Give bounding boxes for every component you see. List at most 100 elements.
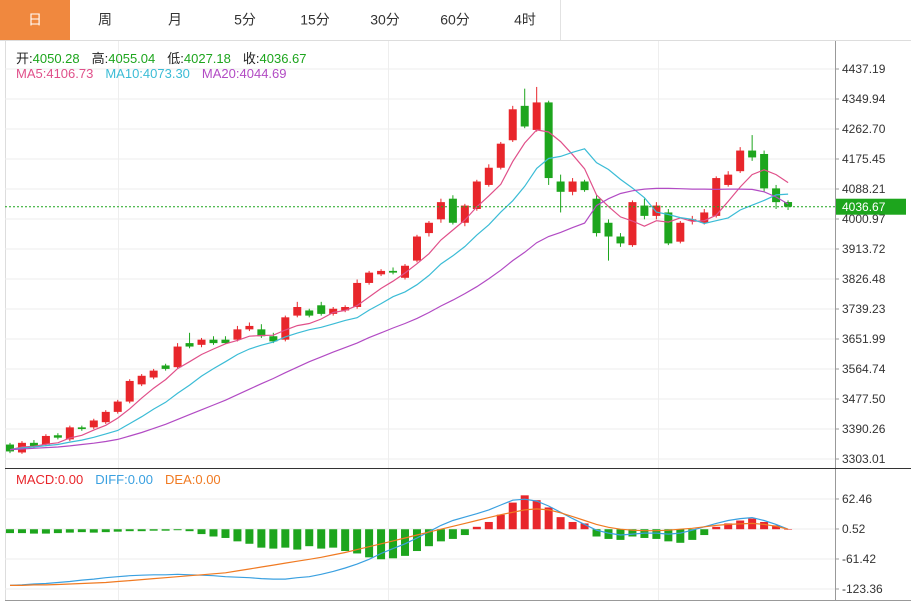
legend-value: 0.00 <box>57 472 84 487</box>
candle-body <box>580 181 589 191</box>
legend-name: DIFF: <box>95 472 128 487</box>
macd-bar <box>544 507 553 530</box>
candle-body <box>185 343 194 347</box>
tab-label[interactable]: 周 <box>98 12 112 28</box>
macd-bar <box>245 529 254 544</box>
tab[interactable] <box>210 0 280 40</box>
candle-body <box>101 411 110 423</box>
macd-bar <box>89 529 98 533</box>
macd-bar <box>580 523 589 530</box>
macd-bar <box>161 529 170 531</box>
y-tick-label: 4000.97 <box>842 212 886 226</box>
candle-body <box>460 205 469 223</box>
candle-body <box>317 305 326 314</box>
tab-label[interactable]: 日 <box>28 12 42 28</box>
candle-body <box>197 339 206 345</box>
macd-bar <box>460 529 469 536</box>
y-tick-label: 3651.99 <box>842 332 886 346</box>
y-tick-label: -61.42 <box>842 552 876 566</box>
macd-bar <box>65 529 74 533</box>
candle-body <box>137 375 146 385</box>
tab[interactable] <box>70 0 140 40</box>
candle-body <box>173 346 182 368</box>
y-tick-label: 3303.01 <box>842 452 886 466</box>
macd-bar <box>496 514 505 530</box>
macd-bar <box>508 502 517 530</box>
macd-line <box>9 498 789 586</box>
tab[interactable] <box>420 0 490 40</box>
macd-bar <box>149 529 158 531</box>
ohlc-key: 低: <box>167 51 184 66</box>
candle-body <box>269 336 278 342</box>
legend-value: 0.00 <box>195 472 221 487</box>
tab[interactable] <box>0 0 70 40</box>
last-price-label: 4036.67 <box>842 200 886 214</box>
ohlc-key: 收: <box>242 51 260 66</box>
candle-body <box>209 339 218 344</box>
candle-body <box>472 181 481 210</box>
tab[interactable] <box>490 0 560 40</box>
macd-legend: MACD:0.00 DIFF:0.00 DEA:0.00 <box>16 472 233 487</box>
candle-body <box>544 102 553 179</box>
macd-bar <box>257 529 266 548</box>
macd-bar <box>197 529 206 535</box>
candle-body <box>664 212 673 244</box>
candle-body <box>89 420 98 428</box>
candle-body <box>784 202 793 207</box>
tabs: 日 周 月 5分 15分 30分 60分 4时 <box>0 0 561 40</box>
legend-name: MA5: <box>16 66 47 81</box>
y-tick-label: 3913.72 <box>842 242 886 256</box>
macd-bar <box>137 529 146 532</box>
tab[interactable] <box>350 0 420 40</box>
macd-bar <box>652 529 661 539</box>
macd-bar <box>568 521 577 530</box>
tab[interactable] <box>280 0 350 40</box>
macd-bar <box>532 500 541 530</box>
macd-bar <box>173 529 182 531</box>
tab-label[interactable]: 30分 <box>370 12 400 28</box>
candle-body <box>748 150 757 158</box>
ohlc-legend: 开:4050.28 高:4055.04 低:4027.18 收:4036.67 <box>16 48 319 67</box>
candle-body <box>113 401 122 412</box>
tab-label[interactable]: 15分 <box>300 12 330 28</box>
ma-legend: MA5:4106.73 MA10:4073.30 MA20:4044.69 <box>16 66 299 81</box>
candle-body <box>365 272 374 283</box>
candle-body <box>412 236 421 261</box>
macd-bar <box>401 529 410 556</box>
y-tick-label: 3477.50 <box>842 392 886 406</box>
tab-label[interactable]: 4时 <box>514 12 536 28</box>
candle-body <box>161 365 170 369</box>
y-tick-label: 0.52 <box>842 522 866 536</box>
candle-body <box>640 205 649 216</box>
macd-bar <box>628 529 637 537</box>
macd-bar <box>53 529 62 534</box>
ohlc-value: 4050.28 <box>32 51 80 66</box>
tab-label[interactable]: 5分 <box>234 12 256 28</box>
macd-bar <box>556 517 565 530</box>
macd-bar <box>353 529 362 554</box>
macd-bar <box>664 529 673 542</box>
y-tick-label: 4349.94 <box>842 92 886 106</box>
tab[interactable] <box>140 0 210 40</box>
legend-name: MA10: <box>105 66 143 81</box>
legend-value: 0.00 <box>127 472 154 487</box>
candle-body <box>389 270 398 273</box>
candle-body <box>700 212 709 223</box>
candle-body <box>532 102 541 130</box>
candle-body <box>736 150 745 172</box>
candle-body <box>377 270 386 275</box>
macd-bar <box>592 529 601 537</box>
tab-label[interactable]: 60分 <box>440 12 470 28</box>
candle-body <box>245 325 254 330</box>
candle-body <box>556 181 565 192</box>
legend-name: MA20: <box>201 66 240 81</box>
y-tick-label: 4437.19 <box>842 62 886 76</box>
macd-bar <box>101 529 110 533</box>
macd-bar <box>424 529 433 547</box>
tab-label[interactable]: 月 <box>168 12 182 28</box>
y-tick-label: 3826.48 <box>842 272 886 286</box>
macd-bar <box>281 529 290 548</box>
macd-bar <box>724 523 733 530</box>
macd-bar <box>700 529 709 536</box>
ma-line <box>9 148 789 451</box>
